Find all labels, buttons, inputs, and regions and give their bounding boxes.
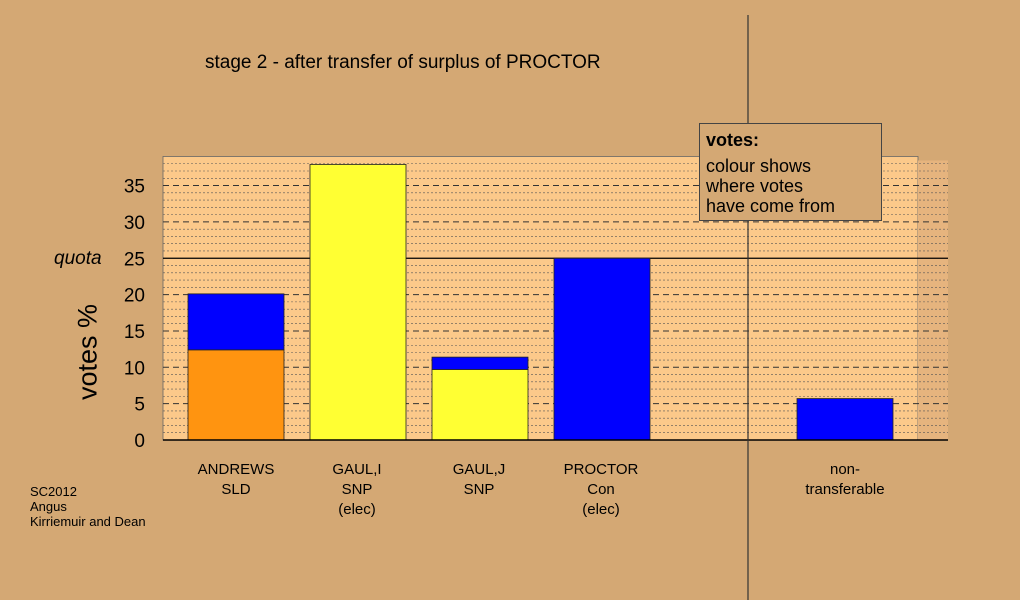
bar-segment-snp [309, 164, 407, 441]
candidate-name: non- [829, 461, 861, 478]
candidate-label-non-transferable: non- transferable [775, 460, 915, 500]
legend-title: votes: [706, 130, 760, 150]
candidate-label-andrews: ANDREWS SLD [166, 460, 306, 500]
y-tick-label: 35 [124, 177, 145, 198]
y-tick-label: 10 [124, 358, 145, 379]
candidate-label-gaul-i: GAUL,I SNP (elec) [287, 460, 427, 520]
quota-label: quota [54, 248, 102, 269]
y-tick-label: 30 [124, 213, 145, 234]
legend-box: votes: colour shows where votes have com… [699, 123, 882, 221]
candidate-label-gaul-j: GAUL,J SNP [409, 460, 549, 500]
source-ward: Kirriemuir and Dean [30, 514, 146, 529]
candidate-party: SLD [221, 481, 251, 498]
candidate-name: PROCTOR [563, 461, 639, 478]
y-tick-label: 5 [134, 395, 145, 416]
candidate-status: (elec) [582, 501, 620, 518]
chart-title: stage 2 - after transfer of surplus of P… [205, 52, 601, 73]
bar-segment-con [187, 293, 285, 351]
candidate-label-proctor: PROCTOR Con (elec) [531, 460, 671, 520]
bar-segment-snp [431, 369, 529, 441]
y-tick-label: 25 [124, 249, 145, 270]
y-tick-label: 20 [124, 286, 145, 307]
candidate-status: (elec) [338, 501, 376, 518]
legend-line: have come from [706, 196, 836, 216]
y-tick-label: 0 [134, 431, 145, 452]
candidate-name: ANDREWS [197, 461, 275, 478]
y-tick-label: 15 [124, 322, 145, 343]
bar-segment-con [553, 257, 651, 441]
y-axis-label: votes % [72, 303, 103, 401]
candidate-name: GAUL,J [452, 461, 506, 478]
source-note: SC2012 Angus Kirriemuir and Dean [30, 484, 146, 529]
candidate-party: SNP [463, 481, 495, 498]
plot-shadow [918, 160, 948, 440]
source-council: Angus [30, 499, 67, 514]
candidate-party: transferable [805, 481, 885, 498]
bar-segment-con [796, 398, 894, 441]
candidate-party: Con [587, 481, 615, 498]
source-election: SC2012 [30, 484, 77, 499]
candidate-name: GAUL,I [332, 461, 382, 478]
bar-segment-con [431, 356, 529, 370]
bar-segment-sld [187, 349, 285, 441]
legend-line: colour shows [706, 156, 812, 176]
legend-line: where votes [706, 176, 804, 196]
candidate-party: SNP [341, 481, 373, 498]
